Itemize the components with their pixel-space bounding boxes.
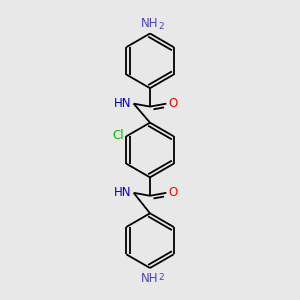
Text: NH: NH	[141, 272, 159, 285]
Text: O: O	[168, 97, 178, 110]
Text: Cl: Cl	[112, 129, 124, 142]
Text: 2: 2	[158, 273, 164, 282]
Text: NH: NH	[141, 17, 159, 30]
Text: HN: HN	[114, 186, 132, 199]
Text: O: O	[168, 186, 178, 199]
Text: HN: HN	[114, 97, 132, 110]
Text: 2: 2	[158, 22, 164, 31]
